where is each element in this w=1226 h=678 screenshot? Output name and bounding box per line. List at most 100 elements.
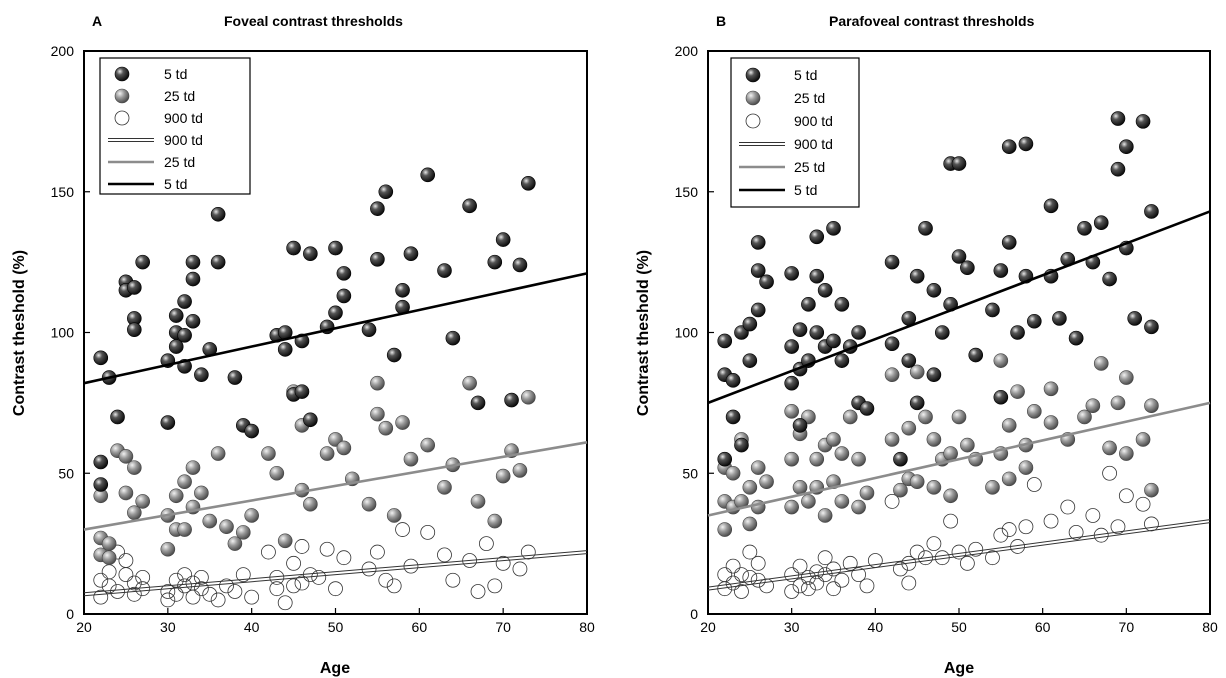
panel-a-point-25td [160, 541, 176, 557]
panel-a-point-900td [235, 567, 251, 582]
panel-b-x-tick-label: 60 [1035, 619, 1051, 635]
panel-b-point-25td [884, 367, 900, 383]
panel-b-point-900td [901, 575, 917, 591]
panel-a-x-tick-label: 30 [160, 619, 176, 635]
panel-a-point-5td [168, 339, 184, 354]
panel-a-legend-dark-sphere-icon [114, 66, 130, 82]
panel-b-point-900td [959, 555, 975, 571]
panel-b-point-25td [784, 404, 799, 419]
panel-a-point-900td [160, 592, 176, 608]
panel-b-point-900td [893, 561, 908, 577]
panel-b-point-25td [1001, 471, 1017, 487]
panel-b-point-5td [909, 268, 925, 284]
panel-a-point-900td [193, 570, 209, 585]
panel-b-legend: 5 td 25 td 900 td 900 td 25 td 5 td [730, 57, 860, 208]
panel-b-point-900td [1068, 524, 1084, 540]
panel-b-point-900td [1001, 522, 1017, 537]
panel-b-point-5td [784, 266, 799, 281]
panel-a-point-5td [445, 330, 461, 346]
panel-b-point-900td [985, 550, 1000, 566]
panel-b-point-900td [1144, 516, 1159, 532]
panel-b-point-25td [809, 451, 825, 467]
panel-a-point-900td [319, 541, 335, 557]
panel-b-point-25td [725, 465, 741, 481]
panel-a-point-5td [185, 254, 201, 270]
panel-a-point-5td [512, 257, 528, 273]
panel-a-point-5td [303, 412, 318, 428]
panel-b-point-5td [851, 325, 866, 340]
panel-b-point-25td [1144, 482, 1159, 498]
panel-b-point-25td [834, 446, 850, 461]
panel-b-point-25td [943, 446, 958, 461]
panel-a-point-25td [437, 480, 452, 495]
panel-b-point-25td [851, 499, 866, 515]
panel-b-point-25td [1077, 409, 1092, 425]
panel-a-point-900td [520, 544, 536, 560]
panel-a-point-5td [378, 184, 394, 200]
panel-b-point-900td [750, 572, 766, 588]
panel-b-x-tick-label: 70 [1119, 619, 1135, 635]
panel-a-point-900td [445, 572, 461, 588]
panel-b-point-5td [1110, 161, 1126, 177]
panel-b-point-5td [985, 302, 1000, 318]
panel-a-point-25td [395, 415, 410, 430]
panel-a-point-25td [495, 468, 511, 484]
panel-b-point-25td [784, 451, 799, 467]
panel-a-point-5td [168, 308, 184, 323]
panel-b-point-900td [1110, 519, 1126, 535]
panel-a-y-tick-label: 200 [51, 43, 75, 59]
panel-a-point-5td [177, 294, 192, 309]
panel-a-point-900td [219, 578, 234, 594]
panel-a-point-5td [437, 263, 452, 278]
panel-a-point-5td [395, 282, 410, 298]
panel-b-point-5td [1135, 114, 1151, 129]
panel-a-point-25td [386, 508, 402, 523]
panel-b-point-25td [1144, 398, 1159, 413]
panel-a-point-25td [303, 496, 318, 512]
panel-a-legend-label-900td-line: 900 td [164, 132, 203, 148]
panel-a-legend-label-25td-line: 25 td [164, 154, 195, 170]
panel-a-point-900td [118, 553, 134, 568]
panel-b-point-5td [1110, 111, 1126, 126]
panel-b-y-tick-label: 50 [682, 465, 698, 481]
panel-b-point-5td [1052, 311, 1067, 326]
panel-b-point-900td [809, 575, 825, 591]
panel-b-legend-label-5td-line: 5 td [794, 182, 817, 198]
panel-a-x-axis-label: Age [320, 660, 350, 677]
panel-b-x-tick-label: 20 [700, 619, 716, 635]
panel-b-point-900td [1085, 508, 1101, 523]
panel-b-point-25td [1110, 395, 1126, 411]
panel-b-point-5td [1018, 136, 1034, 152]
panel-b-point-25td [826, 474, 841, 489]
panel-b-point-5td [717, 451, 733, 467]
panel-b-point-25td [817, 508, 833, 523]
panel-b-point-25td [742, 516, 758, 532]
panel-b-point-900td [784, 584, 800, 599]
panel-a-point-900td [378, 572, 394, 588]
panel-b-legend-open-circle-icon [745, 113, 761, 129]
panel-b-point-5td [792, 418, 808, 433]
panel-b-line-5td [707, 210, 1211, 405]
panel-b-line-900td-second [707, 522, 1211, 591]
panel-b-x-tick-label: 50 [951, 619, 967, 635]
panel-a-point-900td [93, 589, 109, 605]
panel-a: A Foveal contrast thresholds 20 30 40 50 60 7… [11, 13, 595, 677]
panel-a-point-25td [118, 449, 134, 464]
panel-b-point-25td [909, 364, 925, 380]
panel-a-point-5td [336, 266, 352, 281]
panel-b-point-5td [1119, 139, 1134, 155]
panel-b-point-25td [1018, 460, 1034, 475]
panel-a-point-900td [193, 581, 209, 597]
panel-b-point-25td [993, 353, 1009, 368]
panel-a-point-25td [470, 494, 486, 509]
panel-b-label: B [716, 13, 726, 29]
panel-b-point-25td [859, 485, 875, 501]
panel-a-x-tick-label: 70 [495, 619, 511, 635]
panel-a-plot-area: 20 30 40 50 60 70 80 0 50 100 150 200 [51, 43, 595, 635]
panel-b-point-900td [1135, 496, 1151, 512]
panel-a-point-900td [495, 555, 511, 571]
panel-b-title: Parafoveal contrast thresholds [829, 13, 1035, 29]
panel-a-point-25td [403, 451, 419, 467]
panel-a-point-5td [420, 167, 436, 183]
panel-a-legend-open-circle-icon [114, 110, 130, 126]
